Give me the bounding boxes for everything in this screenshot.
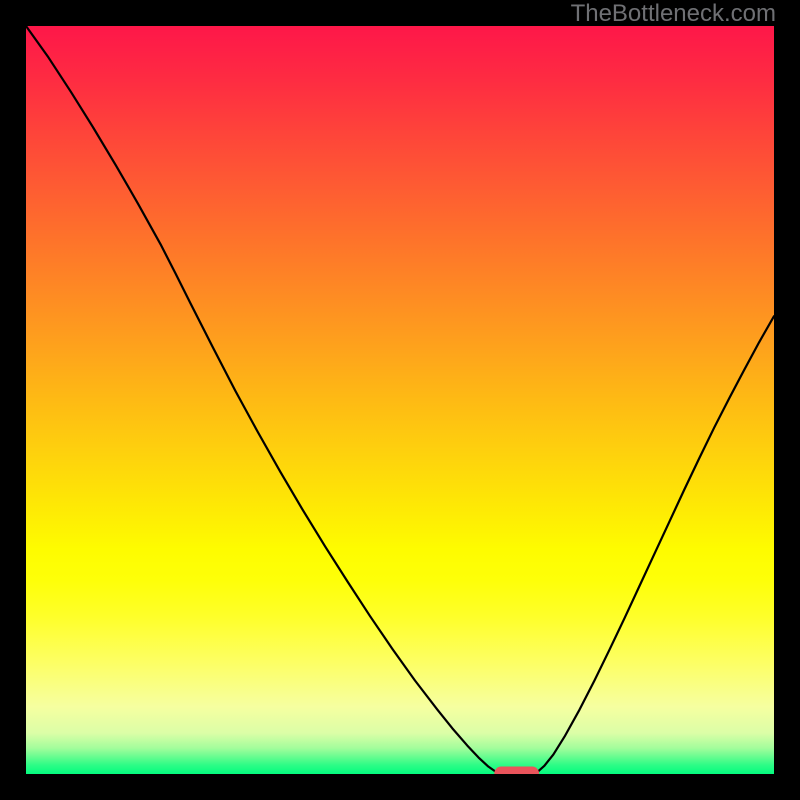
attribution-text: TheBottleneck.com (571, 0, 776, 28)
chart-svg (26, 26, 774, 774)
plot-area (26, 26, 774, 774)
chart-background (26, 26, 774, 774)
optimum-marker (494, 767, 539, 774)
